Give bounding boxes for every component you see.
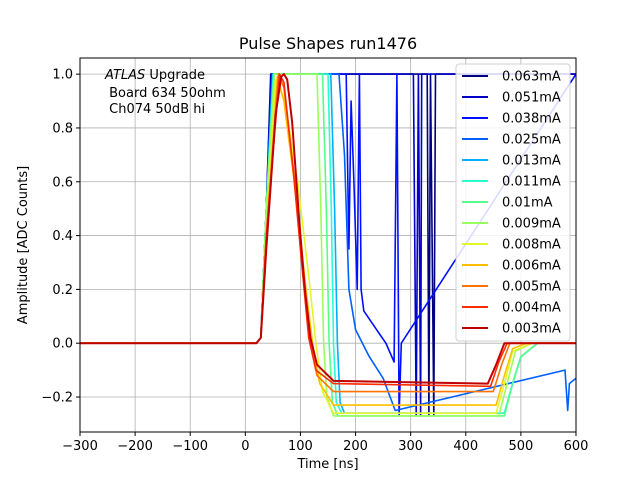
legend-label: 0.063mA <box>502 70 561 85</box>
legend-label: 0.013mA <box>502 154 561 169</box>
annotation-line-3: Ch074 50dB hi <box>105 102 205 117</box>
series-line-0.003mA <box>80 73 576 385</box>
legend-label: 0.051mA <box>502 91 561 106</box>
legend-label: 0.004mA <box>502 301 561 316</box>
x-tick-label: 600 <box>564 439 589 454</box>
y-tick-label: 1.0 <box>52 68 73 83</box>
y-tick-label: 0.6 <box>52 175 73 190</box>
y-axis-label: Amplitude [ADC Counts] <box>16 166 31 324</box>
x-tick-label: 200 <box>343 439 368 454</box>
chart-title: Pulse Shapes run1476 <box>239 34 417 53</box>
x-tick-label: −300 <box>62 439 98 454</box>
x-axis-label: Time [ns] <box>296 457 358 472</box>
legend-label: 0.038mA <box>502 112 561 127</box>
legend-label: 0.025mA <box>502 133 561 148</box>
x-axis-ticks: −300 −200 −100 0 100 200 300 400 500 600 <box>62 432 588 454</box>
legend-box <box>455 63 571 342</box>
legend-label: 0.003mA <box>502 322 561 337</box>
x-tick-label: −100 <box>172 439 208 454</box>
annotation-atlas: ATLAS <box>104 68 145 83</box>
annotation-line-1: ATLAS Upgrade <box>104 68 205 83</box>
annotation-block: ATLAS Upgrade Board 634 50ohm Ch074 50dB… <box>104 68 226 117</box>
x-tick-label: −200 <box>117 439 153 454</box>
y-tick-label: 0.2 <box>52 283 73 298</box>
x-tick-label: 0 <box>241 439 249 454</box>
x-tick-label: 500 <box>508 439 533 454</box>
legend-label: 0.009mA <box>502 217 561 232</box>
x-tick-label: 400 <box>453 439 478 454</box>
y-tick-label: −0.2 <box>41 391 73 406</box>
y-axis-ticks: −0.2 0.0 0.2 0.4 0.6 0.8 1.0 <box>41 68 80 406</box>
legend-label: 0.006mA <box>502 259 561 274</box>
y-tick-label: 0.0 <box>52 337 73 352</box>
legend-label: 0.011mA <box>502 175 561 190</box>
y-tick-label: 0.4 <box>52 229 73 244</box>
series-lines <box>80 73 576 417</box>
y-tick-label: 0.8 <box>52 121 73 136</box>
annotation-upgrade: Upgrade <box>145 68 205 83</box>
plot-frame <box>79 57 577 433</box>
legend-label: 0.005mA <box>502 280 561 295</box>
legend-label: 0.01mA <box>502 196 553 211</box>
legend-label: 0.008mA <box>502 238 561 253</box>
annotation-line-2: Board 634 50ohm <box>105 86 226 101</box>
x-tick-label: 100 <box>288 439 313 454</box>
x-tick-label: 300 <box>398 439 423 454</box>
legend: 0.063mA 0.051mA 0.038mA 0.025mA 0.013mA 0.011… <box>455 63 571 342</box>
